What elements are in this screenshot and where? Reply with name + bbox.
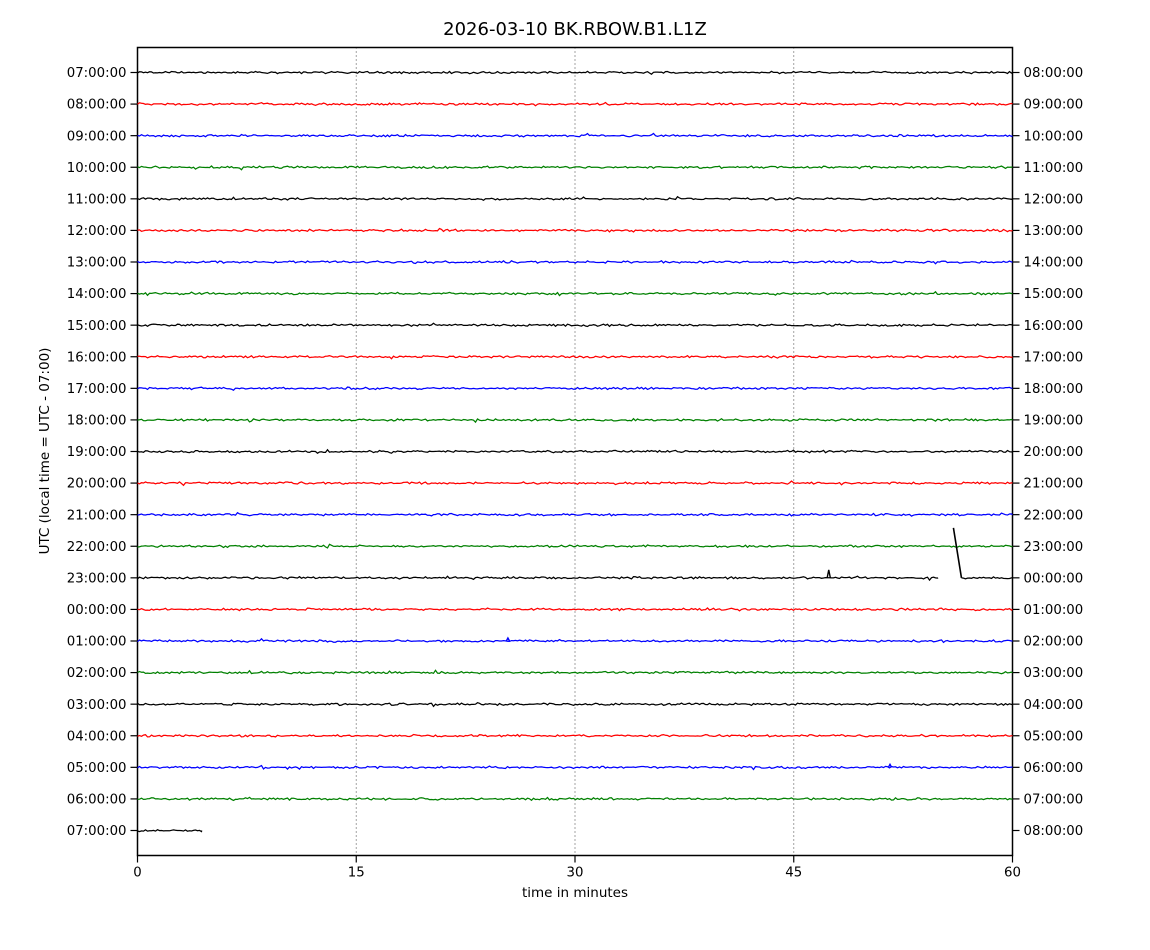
seismic-trace	[137, 195, 1013, 202]
trace-spike	[505, 636, 511, 642]
row-utc-end-label: 13:00:00	[1024, 224, 1084, 239]
seismic-trace	[137, 702, 1013, 708]
row-utc-start-label: 10:00:00	[67, 161, 127, 176]
seismic-trace	[137, 322, 1013, 328]
row-utc-start-label: 07:00:00	[67, 66, 127, 81]
seismic-trace	[137, 543, 1013, 549]
row-utc-end-label: 16:00:00	[1024, 319, 1084, 334]
seismic-trace	[137, 764, 1013, 771]
seismic-trace	[137, 448, 1013, 454]
seismic-trace	[137, 607, 1013, 612]
seismic-trace	[137, 637, 1013, 644]
row-utc-start-label: 19:00:00	[67, 445, 127, 460]
row-utc-start-label: 22:00:00	[67, 540, 127, 555]
row-utc-end-label: 17:00:00	[1024, 350, 1084, 365]
seismic-trace	[137, 669, 1013, 675]
clipped-event-stroke	[952, 527, 963, 578]
seismic-trace	[137, 796, 1013, 802]
row-utc-end-label: 10:00:00	[1024, 129, 1084, 144]
row-utc-start-label: 06:00:00	[67, 793, 127, 808]
row-utc-start-label: 07:00:00	[67, 824, 127, 839]
row-utc-start-label: 15:00:00	[67, 319, 127, 334]
row-utc-start-label: 08:00:00	[67, 98, 127, 113]
row-utc-start-label: 16:00:00	[67, 350, 127, 365]
row-utc-end-label: 20:00:00	[1024, 445, 1084, 460]
row-utc-end-label: 15:00:00	[1024, 287, 1084, 302]
row-utc-end-label: 23:00:00	[1024, 540, 1084, 555]
row-utc-start-label: 11:00:00	[67, 192, 127, 207]
seismic-trace	[137, 511, 1013, 517]
row-utc-start-label: 18:00:00	[67, 414, 127, 429]
seismic-trace	[137, 354, 1013, 360]
row-utc-end-label: 12:00:00	[1024, 192, 1084, 207]
x-tick-label: 45	[785, 866, 802, 881]
row-utc-end-label: 00:00:00	[1024, 571, 1084, 586]
row-utc-end-label: 09:00:00	[1024, 98, 1084, 113]
trace-spike	[826, 569, 832, 578]
row-utc-end-label: 03:00:00	[1024, 666, 1084, 681]
row-utc-end-label: 06:00:00	[1024, 761, 1084, 776]
row-utc-end-label: 02:00:00	[1024, 635, 1084, 650]
seismic-trace	[137, 70, 1013, 75]
row-utc-start-label: 23:00:00	[67, 571, 127, 586]
traces	[137, 70, 1013, 833]
row-utc-start-label: 04:00:00	[67, 729, 127, 744]
seismic-trace	[137, 828, 203, 833]
row-utc-end-label: 11:00:00	[1024, 161, 1084, 176]
seismic-trace	[137, 101, 1013, 107]
row-utc-end-label: 04:00:00	[1024, 698, 1084, 713]
row-utc-start-label: 05:00:00	[67, 761, 127, 776]
y-axis-label: UTC (local time = UTC - 07:00)	[37, 348, 53, 555]
row-utc-start-label: 03:00:00	[67, 698, 127, 713]
trace-spike	[887, 762, 893, 768]
row-utc-end-label: 07:00:00	[1024, 793, 1084, 808]
row-utc-end-label: 19:00:00	[1024, 414, 1084, 429]
row-utc-end-label: 08:00:00	[1024, 824, 1084, 839]
x-tick-label: 30	[567, 866, 584, 881]
row-utc-start-label: 12:00:00	[67, 224, 127, 239]
row-utc-start-label: 02:00:00	[67, 666, 127, 681]
row-utc-end-label: 21:00:00	[1024, 477, 1084, 492]
row-utc-start-label: 13:00:00	[67, 256, 127, 271]
row-utc-end-label: 01:00:00	[1024, 603, 1084, 618]
row-utc-start-label: 21:00:00	[67, 508, 127, 523]
seismic-trace	[137, 386, 1013, 391]
row-utc-start-label: 20:00:00	[67, 477, 127, 492]
x-tick-label: 0	[133, 866, 141, 881]
row-utc-start-label: 00:00:00	[67, 603, 127, 618]
seismic-trace	[137, 132, 1013, 138]
seismic-trace	[137, 733, 1013, 738]
x-axis-label: time in minutes	[522, 885, 628, 901]
x-tick-label: 15	[348, 866, 365, 881]
row-utc-end-label: 08:00:00	[1024, 66, 1084, 81]
chart-title: 2026-03-10 BK.RBOW.B1.L1Z	[443, 19, 707, 40]
seismic-trace	[137, 227, 1013, 233]
seismic-trace	[137, 259, 1013, 265]
seismic-trace	[137, 417, 1013, 424]
seismic-trace	[137, 480, 1013, 487]
seismic-trace	[137, 165, 1013, 171]
seismic-trace	[137, 290, 1013, 297]
row-utc-end-label: 22:00:00	[1024, 508, 1084, 523]
seismic-trace	[137, 575, 939, 582]
row-utc-start-label: 14:00:00	[67, 287, 127, 302]
row-utc-end-label: 14:00:00	[1024, 256, 1084, 271]
seismic-trace	[961, 576, 1013, 580]
row-utc-start-label: 01:00:00	[67, 635, 127, 650]
x-tick-label: 60	[1004, 866, 1021, 881]
row-utc-end-label: 05:00:00	[1024, 729, 1084, 744]
axis-tick-labels: 0 15 30 45 60 07:00:00 08:00:00 08:00:00 09:00:0…	[67, 66, 1083, 880]
row-utc-start-label: 17:00:00	[67, 382, 127, 397]
row-utc-start-label: 09:00:00	[67, 129, 127, 144]
axis-ticks	[130, 71, 1020, 863]
row-utc-end-label: 18:00:00	[1024, 382, 1084, 397]
